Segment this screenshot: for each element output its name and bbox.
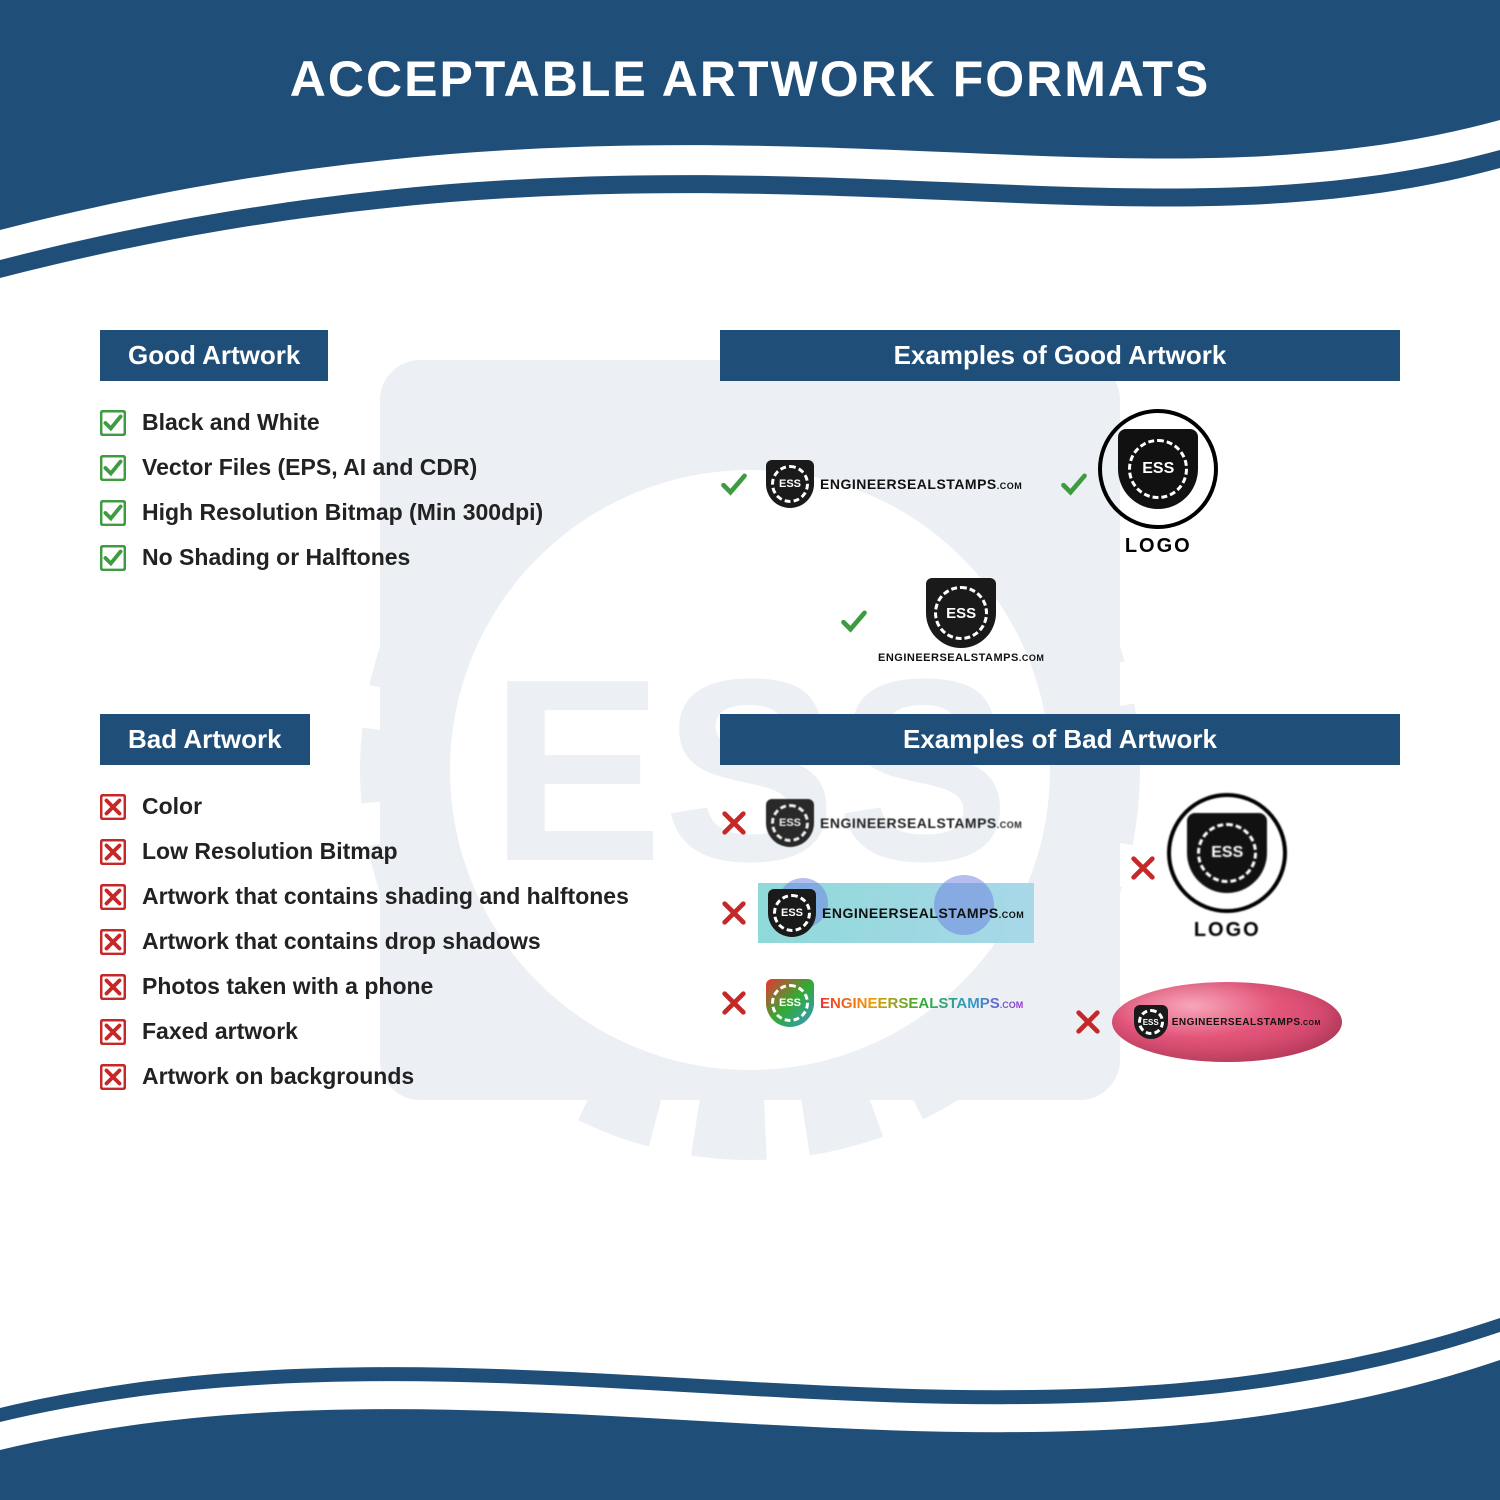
row-bad: Bad Artwork Color Low Resolution Bitmap … bbox=[100, 714, 1400, 1108]
sample-logo-shaded-oval: ESS ENGINEERSEALSTAMPS.COM bbox=[1112, 982, 1342, 1062]
sample-logo-stacked: ESS ENGINEERSEALSTAMPS.COM bbox=[878, 578, 1044, 664]
sample-logo-circle: ESS LOGO bbox=[1098, 409, 1218, 558]
checkmark-icon bbox=[1060, 470, 1088, 498]
example-item: ESS ENGINEERSEALSTAMPS.COM bbox=[720, 973, 1034, 1033]
checkmark-icon bbox=[840, 607, 868, 635]
list-item-text: Low Resolution Bitmap bbox=[142, 838, 398, 865]
content-area: Good Artwork Black and White Vector File… bbox=[100, 330, 1400, 1158]
x-icon bbox=[720, 809, 748, 837]
example-item: ESS ENGINEERSEALSTAMPS.COM bbox=[840, 578, 1044, 664]
bad-examples-header: Examples of Bad Artwork bbox=[720, 714, 1400, 765]
list-item: Black and White bbox=[100, 409, 660, 436]
page-title: ACCEPTABLE ARTWORK FORMATS bbox=[0, 50, 1500, 108]
brand-text: ENGINEERSEALSTAMPS.COM bbox=[820, 995, 1023, 1012]
brand-text: ENGINEERSEALSTAMPS.COM bbox=[820, 815, 1022, 831]
ess-badge-icon: ESS bbox=[1134, 1005, 1168, 1039]
example-item: ESS LOGO bbox=[1129, 793, 1287, 942]
check-icon bbox=[100, 545, 126, 571]
cross-icon bbox=[100, 884, 126, 910]
list-item: No Shading or Halftones bbox=[100, 544, 660, 571]
sample-logo-color: ESS ENGINEERSEALSTAMPS.COM bbox=[758, 973, 1031, 1033]
example-item: ESS ENGINEERSEALSTAMPS.COM bbox=[720, 454, 1030, 514]
brand-text: ENGINEERSEALSTAMPS.COM bbox=[822, 905, 1024, 921]
list-item-text: High Resolution Bitmap (Min 300dpi) bbox=[142, 499, 543, 526]
brand-text: ENGINEERSEALSTAMPS.COM bbox=[1172, 1017, 1321, 1028]
list-item-text: Photos taken with a phone bbox=[142, 973, 433, 1000]
list-item: Low Resolution Bitmap bbox=[100, 838, 660, 865]
list-item: Artwork that contains shading and halfto… bbox=[100, 883, 660, 910]
list-item-text: Artwork that contains drop shadows bbox=[142, 928, 541, 955]
sample-logo-horizontal: ESS ENGINEERSEALSTAMPS.COM bbox=[758, 454, 1030, 514]
x-icon bbox=[720, 989, 748, 1017]
list-item: Vector Files (EPS, AI and CDR) bbox=[100, 454, 660, 481]
bad-artwork-section: Bad Artwork Color Low Resolution Bitmap … bbox=[100, 714, 660, 1108]
check-icon bbox=[100, 410, 126, 436]
list-item-text: Artwork on backgrounds bbox=[142, 1063, 414, 1090]
ess-badge-icon: ESS bbox=[766, 799, 814, 847]
ess-badge-icon: ESS bbox=[766, 979, 814, 1027]
ess-badge-icon: ESS bbox=[768, 889, 816, 937]
brand-text: ENGINEERSEALSTAMPS.COM bbox=[878, 652, 1044, 664]
good-examples-section: Examples of Good Artwork ESS ENGINEERSEA… bbox=[720, 330, 1400, 664]
bad-artwork-list: Color Low Resolution Bitmap Artwork that… bbox=[100, 793, 660, 1090]
list-item-text: Color bbox=[142, 793, 202, 820]
list-item: Color bbox=[100, 793, 660, 820]
x-icon bbox=[1074, 1008, 1102, 1036]
cross-icon bbox=[100, 839, 126, 865]
x-icon bbox=[1129, 854, 1157, 882]
list-item: Artwork that contains drop shadows bbox=[100, 928, 660, 955]
list-item-text: Faxed artwork bbox=[142, 1018, 298, 1045]
bad-examples-section: Examples of Bad Artwork ESS ENGINEERSEAL… bbox=[720, 714, 1400, 1108]
list-item: Faxed artwork bbox=[100, 1018, 660, 1045]
checkmark-icon bbox=[720, 470, 748, 498]
check-icon bbox=[100, 455, 126, 481]
cross-icon bbox=[100, 974, 126, 1000]
example-item: ESS ENGINEERSEALSTAMPS.COM bbox=[720, 793, 1034, 853]
good-artwork-list: Black and White Vector Files (EPS, AI an… bbox=[100, 409, 660, 571]
logo-caption: LOGO bbox=[1125, 535, 1192, 558]
logo-caption: LOGO bbox=[1194, 919, 1261, 942]
list-item-text: Black and White bbox=[142, 409, 320, 436]
list-item: High Resolution Bitmap (Min 300dpi) bbox=[100, 499, 660, 526]
list-item-text: Vector Files (EPS, AI and CDR) bbox=[142, 454, 477, 481]
cross-icon bbox=[100, 929, 126, 955]
good-examples-header: Examples of Good Artwork bbox=[720, 330, 1400, 381]
list-item: Artwork on backgrounds bbox=[100, 1063, 660, 1090]
list-item-text: No Shading or Halftones bbox=[142, 544, 410, 571]
bad-artwork-header: Bad Artwork bbox=[100, 714, 310, 765]
x-icon bbox=[720, 899, 748, 927]
example-item: ESS ENGINEERSEALSTAMPS.COM bbox=[720, 883, 1034, 943]
example-item: ESS ENGINEERSEALSTAMPS.COM bbox=[1074, 982, 1342, 1062]
bad-examples-col1: ESS ENGINEERSEALSTAMPS.COM ESS ENGINEERS… bbox=[720, 793, 1034, 1062]
sample-logo-lowres: ESS ENGINEERSEALSTAMPS.COM bbox=[758, 793, 1030, 853]
cross-icon bbox=[100, 1019, 126, 1045]
cross-icon bbox=[100, 1064, 126, 1090]
ess-badge-icon: ESS bbox=[766, 460, 814, 508]
check-icon bbox=[100, 500, 126, 526]
good-artwork-header: Good Artwork bbox=[100, 330, 328, 381]
header-wave bbox=[0, 0, 1500, 280]
ess-badge-icon: ESS bbox=[926, 578, 996, 648]
cross-icon bbox=[100, 794, 126, 820]
example-item: ESS LOGO bbox=[1060, 409, 1218, 558]
footer-wave bbox=[0, 1300, 1500, 1500]
list-item-text: Artwork that contains shading and halfto… bbox=[142, 883, 629, 910]
sample-logo-background: ESS ENGINEERSEALSTAMPS.COM bbox=[758, 883, 1034, 943]
good-artwork-section: Good Artwork Black and White Vector File… bbox=[100, 330, 660, 664]
row-good: Good Artwork Black and White Vector File… bbox=[100, 330, 1400, 664]
bad-examples-col2: ESS LOGO ESS ENGINEERSEALSTAMPS.COM bbox=[1074, 793, 1342, 1062]
brand-text: ENGINEERSEALSTAMPS.COM bbox=[820, 476, 1022, 492]
list-item: Photos taken with a phone bbox=[100, 973, 660, 1000]
good-examples-grid: ESS ENGINEERSEALSTAMPS.COM ESS LOGO ESS bbox=[720, 409, 1400, 664]
sample-logo-circle-blurry: ESS LOGO bbox=[1167, 793, 1287, 942]
